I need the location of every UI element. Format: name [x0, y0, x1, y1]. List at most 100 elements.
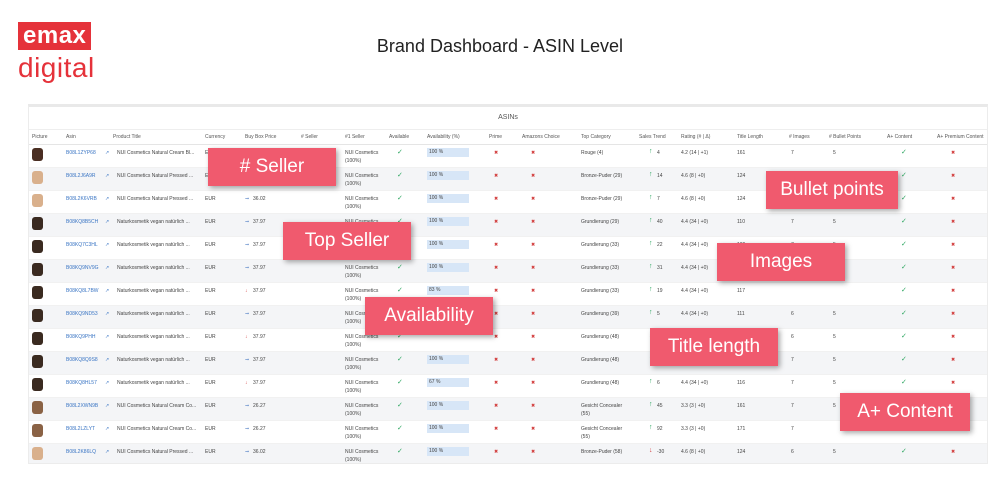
asin-link[interactable]: B08L2K6VRB: [66, 196, 97, 202]
buy-box-price: 37.97: [253, 334, 266, 340]
external-link-icon[interactable]: ↗: [105, 403, 110, 409]
amazons-choice-cross-icon: ✖: [531, 380, 536, 386]
product-title: Naturkosmetik vegan natürlich ...: [117, 380, 190, 386]
price-trend-icon: ➞: [245, 311, 250, 317]
asin-link[interactable]: B08KQ8HL57: [66, 380, 97, 386]
rating: 3.3 (3 | +0): [681, 426, 706, 432]
external-link-icon[interactable]: ↗: [105, 265, 110, 271]
col-amazons-choice-header[interactable]: Amazons Choice: [522, 134, 560, 140]
top-seller: NUI Cosmetics: [345, 426, 379, 432]
title-length: 161: [737, 403, 746, 409]
col-top-seller-header[interactable]: #1 Seller: [345, 134, 365, 140]
external-link-icon[interactable]: ↗: [105, 380, 110, 386]
amazons-choice-cross-icon: ✖: [531, 334, 536, 340]
title-length: 124: [737, 173, 746, 179]
amazons-choice-cross-icon: ✖: [531, 426, 536, 432]
asin-link[interactable]: B08L2K86LQ: [66, 449, 97, 455]
top-seller-share: (100%): [345, 158, 362, 164]
top-category: Grundierung (33): [581, 242, 620, 248]
product-thumbnail: [32, 263, 43, 276]
buy-box-price: 37.97: [253, 380, 266, 386]
col-title-length-header[interactable]: Title Length: [737, 134, 763, 140]
col-buy-box-price-header[interactable]: Buy Box Price: [245, 134, 277, 140]
asin-link[interactable]: B08KQ8Q9S8: [66, 357, 98, 363]
top-seller-share: (100%): [345, 434, 362, 440]
asin-link[interactable]: B08L1ZYP68: [66, 150, 96, 156]
col-rating-header[interactable]: Rating (# | Δ): [681, 134, 711, 140]
col-sales-trend-header[interactable]: Sales Trend: [639, 134, 666, 140]
external-link-icon[interactable]: ↗: [105, 173, 110, 179]
prime-cross-icon: ✖: [494, 288, 499, 294]
image-count: 7: [791, 357, 794, 363]
sales-trend-value: 4: [657, 150, 660, 156]
product-thumbnail: [32, 240, 43, 253]
amazons-choice-cross-icon: ✖: [531, 288, 536, 294]
table-body: B08L1ZYP68 ↗ NUI Cosmetics Natural Cream B…: [29, 145, 987, 463]
currency: EUR: [205, 426, 216, 432]
table-column-headers: Picture Asin Product Title Currency Buy Box …: [29, 130, 987, 145]
top-seller: NUI Cosmetics: [345, 173, 379, 179]
price-trend-icon: ↓: [245, 288, 248, 294]
asin-link[interactable]: B08KQ9ND53: [66, 311, 98, 317]
top-category-rank: (55): [581, 411, 590, 417]
top-category: Grundierung (33): [581, 265, 620, 271]
external-link-icon[interactable]: ↗: [105, 357, 110, 363]
col-currency-header[interactable]: Currency: [205, 134, 226, 140]
aplus-check-icon: ✓: [901, 287, 907, 294]
external-link-icon[interactable]: ↗: [105, 196, 110, 202]
prime-cross-icon: ✖: [494, 449, 499, 455]
col-top-category-header[interactable]: Top Category: [581, 134, 611, 140]
top-seller: NUI Cosmetics: [345, 380, 379, 386]
aplus-premium-cross-icon: ✖: [951, 196, 956, 202]
product-title: NUI Cosmetics Natural Cream Bl...: [117, 150, 195, 156]
asin-link[interactable]: B08KQ8B5CH: [66, 219, 99, 225]
col-aplus-content-header[interactable]: A+ Content: [887, 134, 913, 140]
sales-trend-value: 22: [657, 242, 663, 248]
sales-trend-icon: ↑: [649, 240, 653, 247]
col-asin-header[interactable]: Asin: [66, 134, 76, 140]
top-category: Grundierung (29): [581, 219, 620, 225]
external-link-icon[interactable]: ↗: [105, 334, 110, 340]
asin-link[interactable]: B08L2J6A9R: [66, 173, 96, 179]
top-seller: NUI Cosmetics: [345, 334, 379, 340]
price-trend-icon: ➞: [245, 265, 250, 271]
title-length: 111: [737, 311, 745, 317]
external-link-icon[interactable]: ↗: [105, 242, 110, 248]
asin-link[interactable]: B08L2LZLYT: [66, 426, 96, 432]
prime-cross-icon: ✖: [494, 242, 499, 248]
title-length: 161: [737, 150, 746, 156]
col-prime-header[interactable]: Prime: [489, 134, 503, 140]
external-link-icon[interactable]: ↗: [105, 449, 110, 455]
col-availability-pct-header[interactable]: Availability (%): [427, 134, 460, 140]
external-link-icon[interactable]: ↗: [105, 288, 110, 294]
col-seller-count-header[interactable]: # Seller: [301, 134, 318, 140]
external-link-icon[interactable]: ↗: [105, 311, 110, 317]
external-link-icon[interactable]: ↗: [105, 219, 110, 225]
asin-link[interactable]: B08KQ9NV9G: [66, 265, 99, 271]
buy-box-price: 37.97: [253, 311, 266, 317]
col-images-header[interactable]: # Images: [789, 134, 810, 140]
asin-link[interactable]: B08KQ8L7BW: [66, 288, 99, 294]
col-aplus-premium-header[interactable]: A+ Premium Content: [937, 134, 984, 140]
top-seller-share: (100%): [345, 388, 362, 394]
price-trend-icon: ➞: [245, 357, 250, 363]
rating: 4.6 (8 | +0): [681, 449, 706, 455]
col-available-header[interactable]: Available: [389, 134, 410, 140]
col-product-title-header[interactable]: Product Title: [113, 134, 141, 140]
col-picture-header[interactable]: Picture: [32, 134, 48, 140]
aplus-premium-cross-icon: ✖: [951, 219, 956, 225]
prime-cross-icon: ✖: [494, 150, 499, 156]
external-link-icon[interactable]: ↗: [105, 150, 110, 156]
available-check-icon: ✓: [397, 379, 403, 386]
asin-link[interactable]: B08L2XWN9B: [66, 403, 99, 409]
top-category: Bronze-Puder (29): [581, 196, 623, 202]
sales-trend-icon: ↑: [649, 286, 653, 293]
aplus-premium-cross-icon: ✖: [951, 288, 956, 294]
asin-link[interactable]: B08KQ7C3HL: [66, 242, 98, 248]
sales-trend-icon: ↓: [649, 447, 653, 454]
external-link-icon[interactable]: ↗: [105, 426, 110, 432]
title-length: 117: [737, 288, 745, 294]
col-bullet-points-header[interactable]: # Bullet Points: [829, 134, 861, 140]
currency: EUR: [205, 380, 216, 386]
asin-link[interactable]: B08KQ9PHH: [66, 334, 96, 340]
